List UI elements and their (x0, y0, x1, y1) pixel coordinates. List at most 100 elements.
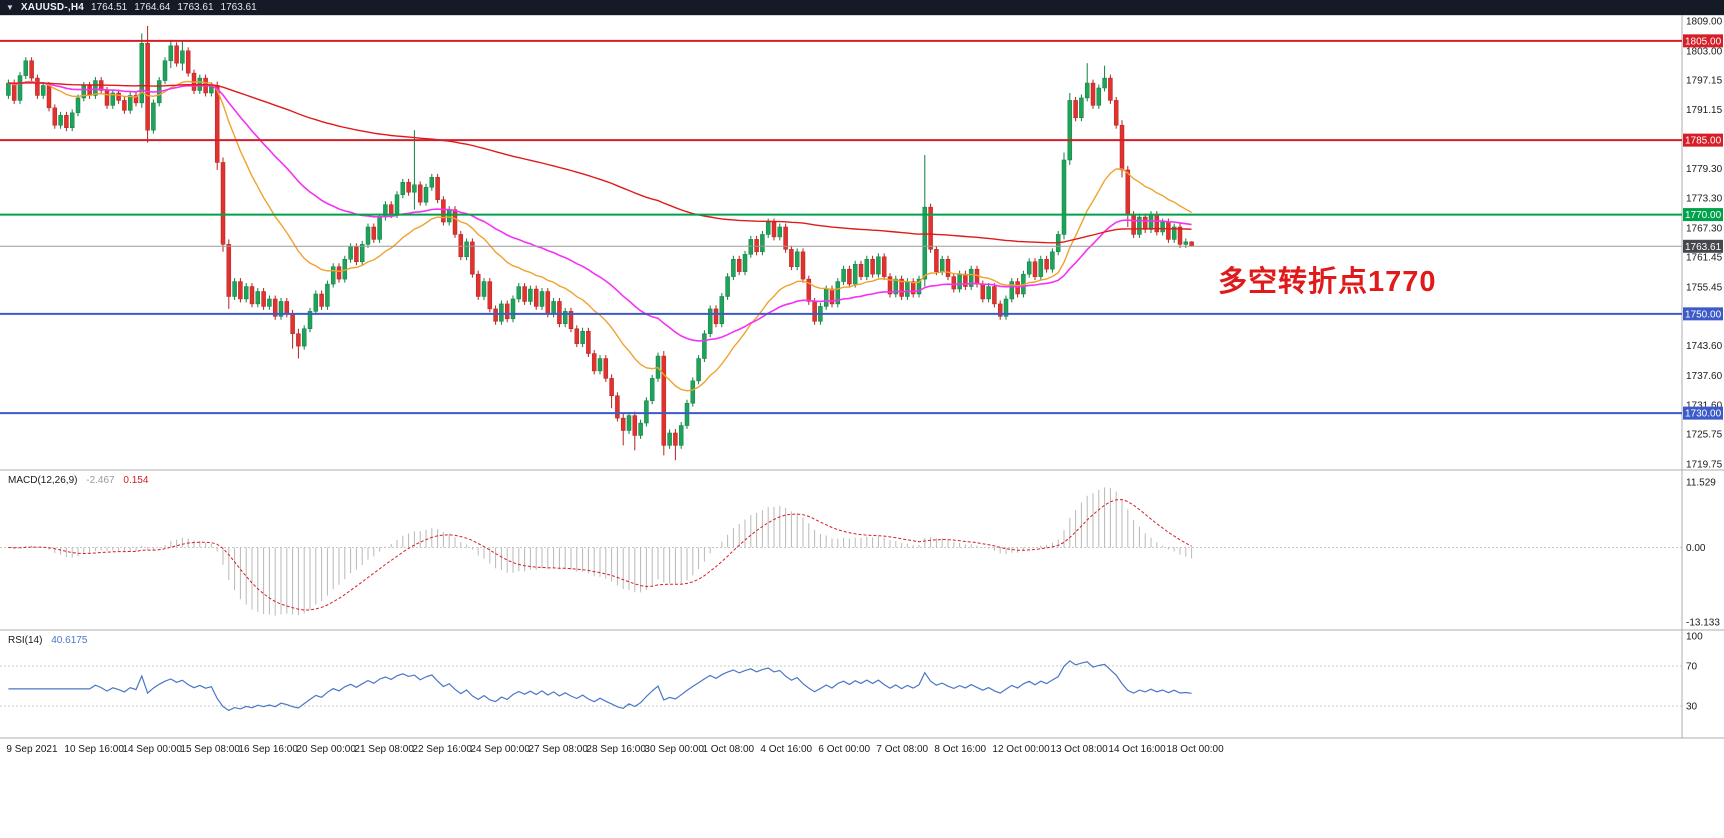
candle-body (1079, 97, 1084, 119)
candle-body (945, 259, 951, 277)
candle-body (1015, 281, 1020, 295)
candle-body (388, 204, 394, 215)
candle-body (1125, 169, 1131, 215)
price-badge-1763.61 (1683, 239, 1723, 253)
candle-body (52, 107, 58, 126)
candle-body (29, 60, 34, 79)
candle-body (232, 281, 237, 297)
candle-body (806, 278, 812, 302)
price-badge-1785.00 (1683, 133, 1723, 147)
candle-body (992, 286, 997, 305)
candle-body (997, 303, 1003, 317)
candle-body (893, 278, 899, 295)
candle-body (313, 293, 319, 312)
candle-body (1108, 77, 1113, 101)
candle-body (707, 308, 713, 334)
candle-body (841, 268, 846, 282)
price-badge-text: 1750.00 (1685, 309, 1722, 320)
time-axis-label: 8 Oct 16:00 (934, 744, 986, 755)
rsi-line (8, 660, 1192, 712)
macd-axis-label: 11.529 (1686, 478, 1716, 489)
candle-body (243, 286, 249, 300)
candle-body (336, 266, 342, 280)
candle-body (1032, 261, 1038, 277)
candle-body (1119, 124, 1125, 171)
horizontal-price-lines[interactable] (0, 39, 1682, 415)
price-badge-text: 1770.00 (1685, 210, 1722, 221)
candle-body (17, 75, 23, 101)
candle-body (748, 239, 754, 255)
candle-body (145, 43, 150, 131)
candle-body (829, 288, 835, 305)
candle-body (1026, 261, 1032, 275)
price-axis-label: 1767.30 (1686, 223, 1723, 234)
candle-body (1038, 259, 1044, 277)
candle-body (400, 182, 406, 195)
candle-body (1096, 87, 1102, 106)
price-badge-text: 1785.00 (1685, 136, 1722, 147)
candle-body (516, 286, 522, 300)
macd-histogram (13, 487, 1193, 616)
candle-body (151, 102, 156, 131)
candle-body (394, 194, 400, 215)
candle-body (742, 254, 748, 272)
time-axis-label: 28 Sep 16:00 (586, 744, 646, 755)
candle-body (278, 301, 284, 317)
candle-body (499, 303, 504, 322)
candle-body (1171, 226, 1177, 240)
time-axis-label: 6 Oct 00:00 (818, 744, 870, 755)
price-axis-label: 1773.30 (1686, 194, 1723, 205)
candle-body (835, 281, 841, 305)
candle-body (533, 288, 539, 307)
candle-body (249, 286, 255, 305)
candle-body (284, 301, 290, 315)
time-axis-label: 27 Sep 08:00 (528, 744, 588, 755)
rsi-indicator-label: RSI(14) 40.6175 (8, 635, 87, 646)
symbol-dropdown-icon[interactable]: ▼ (6, 3, 14, 12)
candle-body (957, 273, 962, 290)
time-axis-label: 7 Oct 08:00 (876, 744, 928, 755)
macd-main-value: -2.467 (86, 475, 115, 486)
time-axis-label: 30 Sep 00:00 (644, 744, 704, 755)
time-axis-label: 4 Oct 16:00 (760, 744, 812, 755)
candle-body (301, 328, 307, 347)
price-badge-1770.00 (1683, 208, 1723, 222)
macd-signal-value: 0.154 (123, 475, 149, 486)
rsi-name: RSI(14) (8, 635, 43, 646)
annotation-text[interactable]: 多空转折点1770 (1218, 266, 1437, 298)
candle-body (255, 291, 261, 305)
price-axis-label: 1725.75 (1686, 430, 1723, 441)
candle-body (1102, 77, 1107, 89)
candle-body (522, 286, 527, 302)
candle-body (1148, 214, 1154, 230)
candle-body (684, 402, 690, 426)
time-axis-label: 24 Sep 00:00 (470, 744, 530, 755)
price-badge-text: 1805.00 (1685, 36, 1722, 47)
candle-body (116, 92, 121, 101)
panel-frame (0, 14, 1724, 838)
candle-body (359, 244, 365, 262)
candle-body (510, 298, 516, 320)
price-badge-text: 1763.61 (1685, 242, 1722, 253)
candle-body (690, 380, 696, 404)
candle-body (470, 241, 475, 275)
candle-body (1067, 100, 1073, 161)
candle-body (348, 246, 353, 260)
candle-body (870, 259, 875, 275)
candle-body (75, 97, 81, 114)
candle-body (928, 206, 933, 250)
bar-high-value: 1764.64 (134, 2, 171, 13)
candle-body (104, 90, 110, 106)
time-axis-label: 9 Sep 2021 (6, 744, 58, 755)
time-axis-label: 14 Sep 00:00 (122, 744, 182, 755)
candle-body (760, 234, 765, 253)
price-axis[interactable]: 1809.001803.001797.151791.151785.301779.… (1683, 17, 1723, 471)
candle-body (365, 226, 371, 245)
candle-body (139, 43, 145, 104)
candle-body (557, 301, 562, 325)
candle-body (23, 60, 29, 76)
price-axis-label: 1743.60 (1686, 341, 1723, 352)
candle-body (545, 291, 551, 315)
